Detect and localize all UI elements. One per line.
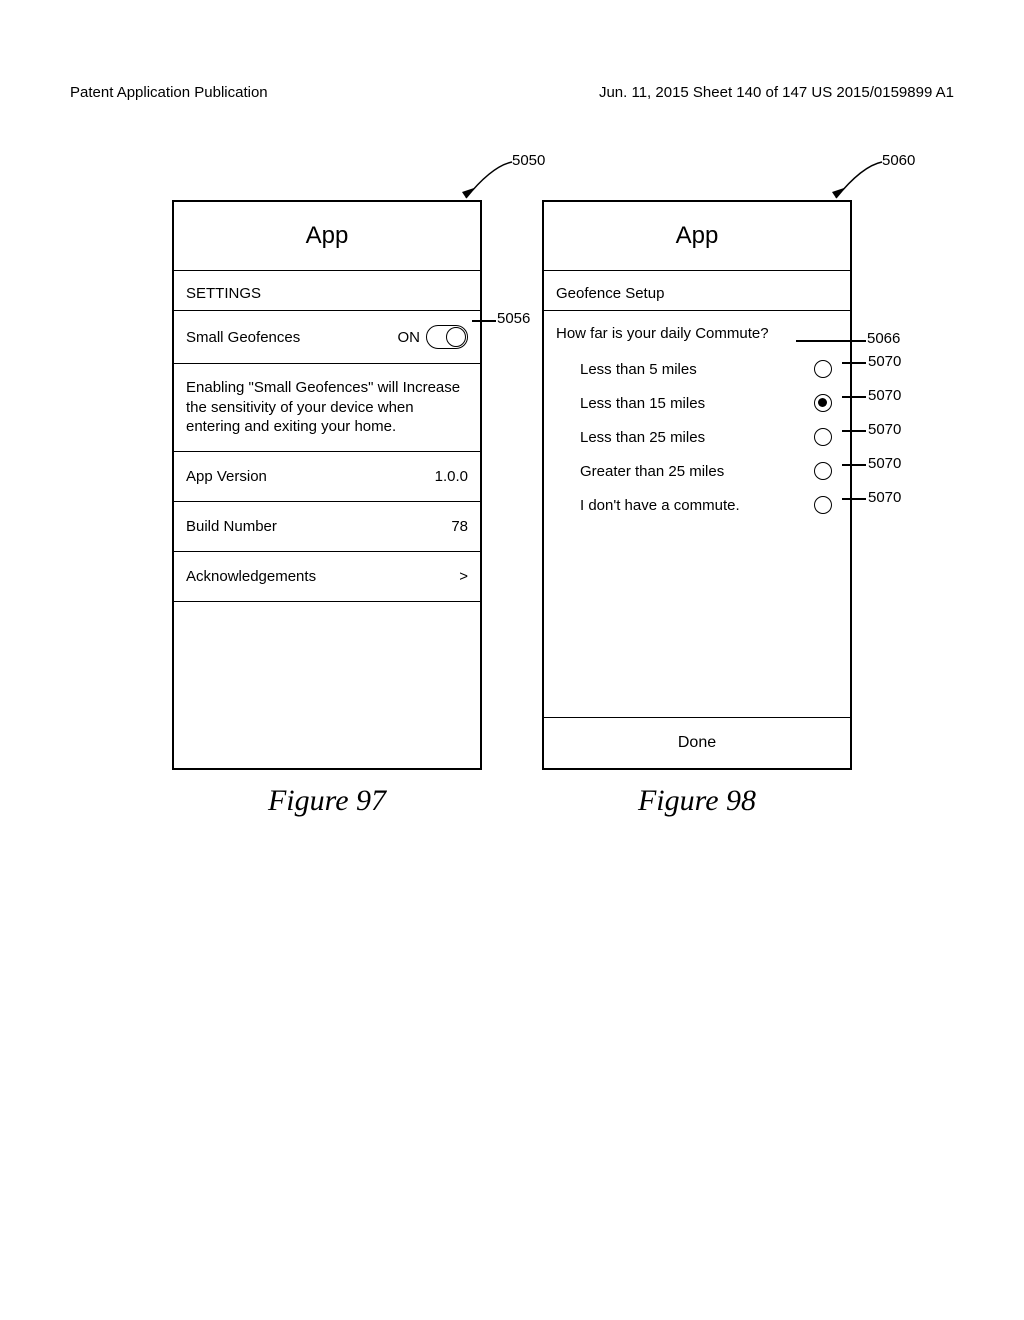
radio-icon[interactable] xyxy=(814,428,832,446)
option-label: Greater than 25 miles xyxy=(580,463,724,480)
radio-icon[interactable] xyxy=(814,496,832,514)
row-acknowledgements[interactable]: Acknowledgements > xyxy=(174,551,480,601)
geofence-setup-label: Geofence Setup xyxy=(544,271,850,310)
row-label: Build Number xyxy=(186,518,277,535)
content-area: 5050 App SETTINGS Small Geofences ON Ena… xyxy=(0,200,1024,818)
option-label: Less than 15 miles xyxy=(580,395,705,412)
row-value: 78 xyxy=(451,518,468,535)
figure-right-column: 5060 App Geofence Setup How far is your … xyxy=(542,200,852,818)
toggle-row: Small Geofences ON xyxy=(174,310,480,363)
commute-option[interactable]: Less than 25 miles xyxy=(544,420,850,454)
toggle-knob-icon xyxy=(446,327,466,347)
callout-5070: 5070 xyxy=(868,421,901,438)
radio-icon[interactable] xyxy=(814,360,832,378)
callout-5066-line xyxy=(796,340,866,342)
row-label: Acknowledgements xyxy=(186,568,316,585)
callout-5070-line xyxy=(842,464,866,466)
commute-option[interactable]: Less than 5 miles xyxy=(544,352,850,386)
commute-question: How far is your daily Commute? xyxy=(544,310,850,352)
option-label: Less than 25 miles xyxy=(580,429,705,446)
spacer xyxy=(174,601,480,769)
callout-5056: 5056 xyxy=(497,310,530,327)
figure-left-column: 5050 App SETTINGS Small Geofences ON Ena… xyxy=(172,200,482,818)
figure-97-label: Figure 97 xyxy=(268,784,386,818)
done-button[interactable]: Done xyxy=(544,717,850,768)
option-label: Less than 5 miles xyxy=(580,361,697,378)
small-geofences-toggle[interactable] xyxy=(426,325,468,349)
phone-left: App SETTINGS Small Geofences ON Enabling… xyxy=(172,200,482,770)
commute-option[interactable]: I don't have a commute. xyxy=(544,488,850,522)
header-left: Patent Application Publication xyxy=(70,84,268,101)
callout-5070-line xyxy=(842,430,866,432)
callout-5066: 5066 xyxy=(867,330,900,347)
page-header: Patent Application Publication Jun. 11, … xyxy=(0,84,1024,101)
toggle-label: Small Geofences xyxy=(186,329,300,346)
row-app-version: App Version 1.0.0 xyxy=(174,451,480,501)
header-right: Jun. 11, 2015 Sheet 140 of 147 US 2015/0… xyxy=(599,84,954,101)
callout-5070-line xyxy=(842,362,866,364)
option-label: I don't have a commute. xyxy=(580,497,740,514)
phone-right: App Geofence Setup How far is your daily… xyxy=(542,200,852,770)
callout-5070-line xyxy=(842,498,866,500)
callout-5056-line xyxy=(472,320,496,322)
commute-option[interactable]: Less than 15 miles xyxy=(544,386,850,420)
chevron-right-icon: > xyxy=(459,568,468,585)
options-list: Less than 5 miles Less than 15 miles Less … xyxy=(544,352,850,522)
callout-5070: 5070 xyxy=(868,353,901,370)
callout-5070: 5070 xyxy=(868,489,901,506)
radio-icon[interactable] xyxy=(814,394,832,412)
callout-5050: 5050 xyxy=(512,152,545,169)
app-title: App xyxy=(174,202,480,270)
figure-98-label: Figure 98 xyxy=(638,784,756,818)
row-build-number: Build Number 78 xyxy=(174,501,480,551)
app-title: App xyxy=(544,202,850,270)
toggle-state-text: ON xyxy=(398,329,421,346)
settings-label: SETTINGS xyxy=(174,271,480,310)
callout-5070: 5070 xyxy=(868,387,901,404)
commute-option[interactable]: Greater than 25 miles xyxy=(544,454,850,488)
callout-5070: 5070 xyxy=(868,455,901,472)
row-value: 1.0.0 xyxy=(435,468,468,485)
callout-5060: 5060 xyxy=(882,152,915,169)
radio-icon[interactable] xyxy=(814,462,832,480)
callout-5070-line xyxy=(842,396,866,398)
toggle-description: Enabling "Small Geofences" will Increase… xyxy=(174,363,480,451)
row-label: App Version xyxy=(186,468,267,485)
